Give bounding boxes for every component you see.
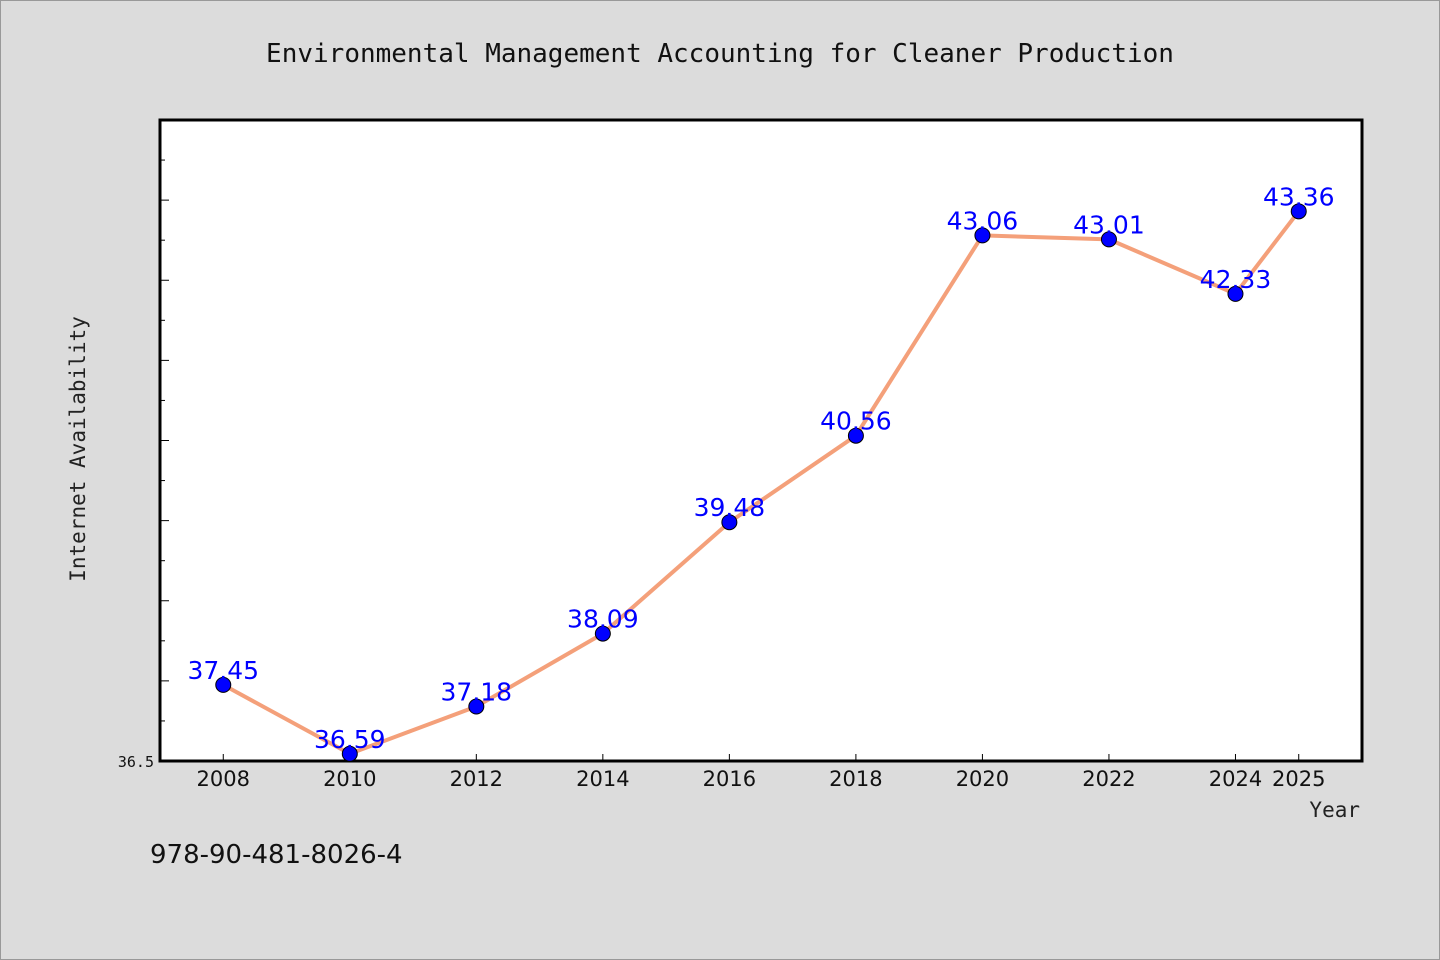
- data-label-layer: 37.45 36.59 37.18 38.09 39.48 40.56 43.06 43.01…: [187, 182, 1334, 753]
- data-point: [594, 625, 611, 642]
- x-tick-label: 2022: [1082, 767, 1135, 791]
- data-point: [215, 676, 232, 693]
- series-line-layer: [222, 210, 1301, 756]
- plot-area: [158, 118, 1364, 763]
- data-label: 36.59: [314, 725, 386, 754]
- x-tick-label: 2020: [956, 767, 1009, 791]
- data-point: [1290, 203, 1307, 220]
- x-axis-label: Year: [1309, 798, 1360, 822]
- x-tick-label: 2012: [450, 767, 503, 791]
- data-label: 43.06: [947, 206, 1019, 235]
- x-tick-label: 2010: [323, 767, 376, 791]
- x-tick-label: 2025: [1272, 767, 1325, 791]
- data-label: 42.33: [1200, 265, 1272, 294]
- series-line: [222, 210, 1301, 756]
- data-point: [974, 227, 991, 244]
- x-tick-label: 2008: [197, 767, 250, 791]
- x-tick-label: 2018: [829, 767, 882, 791]
- data-label: 37.18: [441, 678, 513, 707]
- y-minor-ticks: [160, 119, 169, 762]
- x-tick-label: 2016: [703, 767, 756, 791]
- data-label: 38.09: [567, 605, 639, 634]
- footnote-isbn: 978-90-481-8026-4: [150, 840, 403, 870]
- data-point: [468, 698, 485, 715]
- data-label: 39.48: [694, 493, 766, 522]
- data-point: [341, 745, 358, 762]
- data-label: 40.56: [820, 407, 892, 436]
- marker-layer: [215, 203, 1307, 762]
- x-tick-label: 2024: [1209, 767, 1262, 791]
- data-label: 37.45: [187, 656, 259, 685]
- data-point: [1100, 231, 1117, 248]
- y-tick-label: 36.5: [118, 753, 154, 771]
- data-label: 43.36: [1263, 182, 1335, 211]
- chart-title: Environmental Management Accounting for …: [266, 39, 1174, 69]
- data-point: [847, 427, 864, 444]
- data-point: [721, 514, 738, 531]
- data-label: 43.01: [1073, 210, 1145, 239]
- x-tick-label: 2014: [576, 767, 629, 791]
- y-axis-label: Internet Availability: [66, 316, 90, 582]
- x-axis-ticks: 2008 2010 2012 2014 2016 2018 2020 2022 2024 2025: [197, 754, 1325, 791]
- data-point: [1227, 285, 1244, 302]
